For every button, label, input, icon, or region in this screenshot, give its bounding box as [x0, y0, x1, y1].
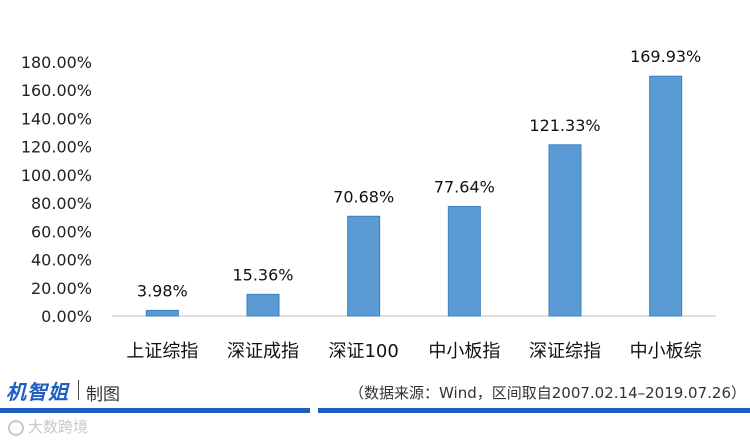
footer: 机智姐 制图 （数据来源：Wind，区间取自2007.02.14–2019.07… [0, 366, 750, 420]
footer-accent-bar-right [318, 408, 750, 413]
x-tick-label-0: 上证综指 [126, 341, 198, 362]
x-tick-label-5: 中小板综 [630, 341, 702, 362]
y-tick-label: 180.00% [21, 53, 92, 72]
x-axis-labels: 上证综指 深证成指 深证100 中小板指 深证综指 中小板综 [126, 341, 701, 362]
value-label-2: 70.68% [333, 187, 394, 206]
data-source-note: （数据来源：Wind，区间取自2007.02.14–2019.07.26） [349, 384, 746, 402]
value-label-3: 77.64% [434, 177, 495, 196]
y-tick-label: 160.00% [21, 81, 92, 100]
watermark-logo-icon [8, 419, 24, 436]
value-label-0: 3.98% [137, 281, 188, 300]
y-tick-label: 0.00% [41, 307, 92, 326]
watermark: 大数跨境 [8, 416, 88, 437]
x-tick-label-1: 深证成指 [227, 341, 299, 362]
value-label-1: 15.36% [232, 265, 293, 284]
y-tick-label: 140.00% [21, 109, 92, 128]
y-tick-label: 80.00% [31, 194, 92, 213]
y-tick-label: 40.00% [31, 251, 92, 270]
y-tick-label: 120.00% [21, 138, 92, 157]
bar-3 [447, 205, 481, 317]
bar-4 [548, 144, 582, 317]
value-label-5: 169.93% [630, 47, 701, 66]
bar-0 [145, 309, 179, 317]
bar-2 [347, 215, 381, 317]
y-tick-label: 60.00% [31, 222, 92, 241]
y-tick-label: 20.00% [31, 279, 92, 298]
watermark-text: 大数跨境 [28, 418, 89, 436]
value-labels: 3.98% 15.36% 70.68% 77.64% 121.33% 169.93% [137, 47, 701, 300]
x-tick-label-2: 深证100 [328, 341, 398, 362]
made-by-label: 制图 [86, 385, 120, 405]
y-tick-label: 100.00% [21, 166, 92, 185]
footer-accent-bar-left [0, 408, 310, 413]
x-tick-label-3: 中小板指 [428, 341, 500, 362]
brand-divider [78, 380, 79, 400]
bars [145, 75, 683, 317]
value-label-4: 121.33% [529, 116, 600, 135]
bar-1 [246, 293, 280, 317]
brand-logo: 机智姐 [6, 380, 69, 404]
y-axis-ticks: 0.00% 20.00% 40.00% 60.00% 80.00% 100.00% 120.… [21, 53, 92, 326]
bar-5 [649, 75, 683, 317]
bar-chart: 0.00% 20.00% 40.00% 60.00% 80.00% 100.00% 120.… [21, 47, 716, 362]
x-tick-label-4: 深证综指 [529, 341, 601, 362]
